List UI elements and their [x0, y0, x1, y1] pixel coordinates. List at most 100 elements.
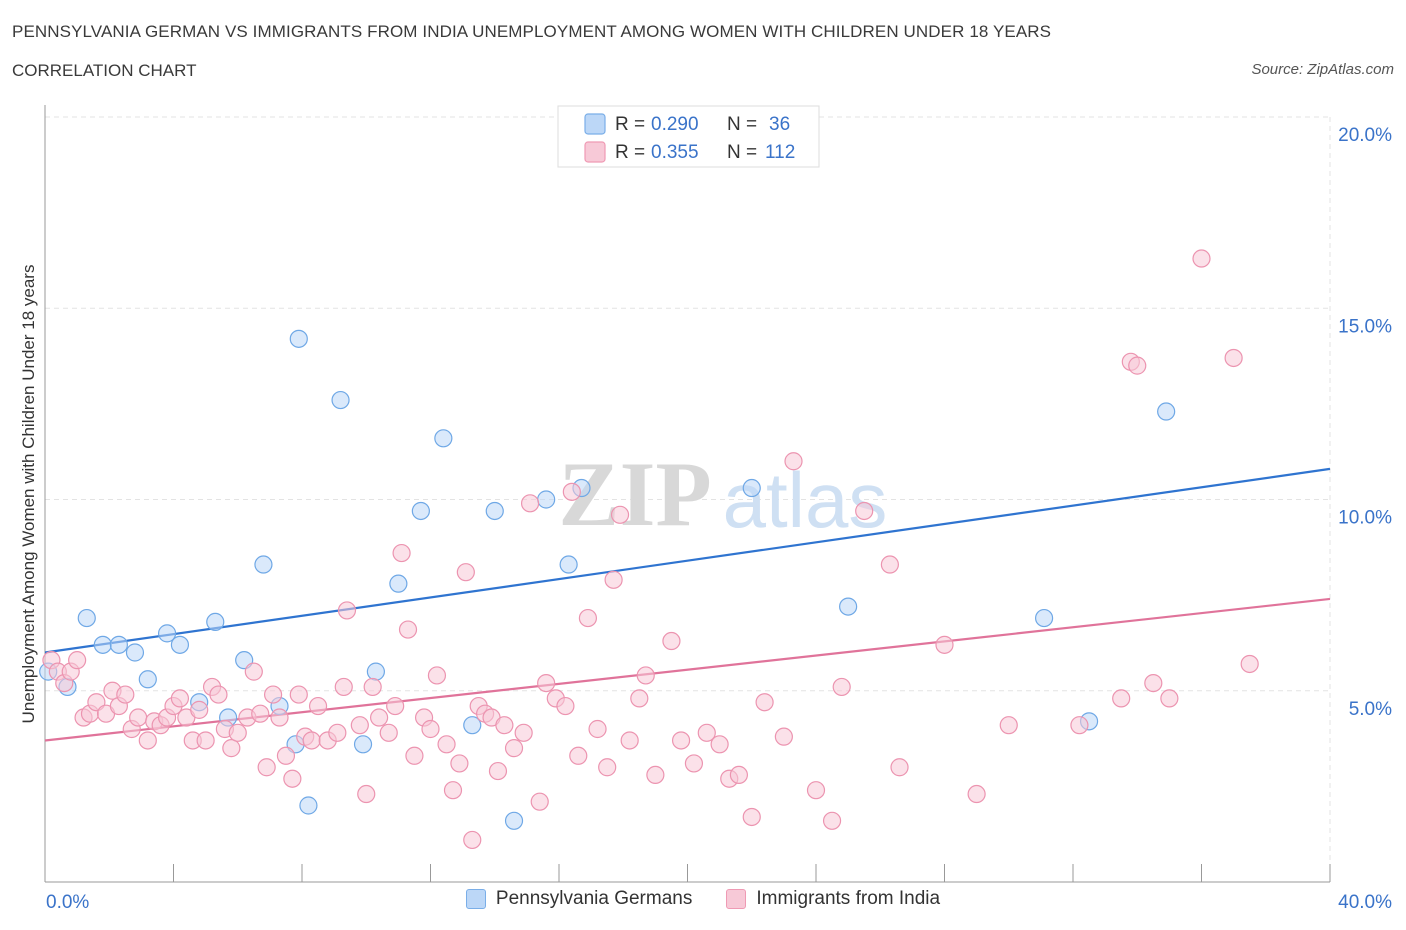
point-india [450, 754, 469, 773]
point-india [350, 716, 369, 735]
point-india [662, 631, 681, 651]
trend-line-pa-german [44, 467, 1331, 654]
y-tick-label: 5.0% [1349, 699, 1392, 720]
y-axis-label: Unemployment Among Women with Children U… [19, 265, 38, 724]
point-pa-german [485, 501, 504, 521]
point-india [427, 666, 447, 685]
point-india [337, 601, 357, 620]
point-pa-german [206, 612, 225, 632]
x-tick-label-min: 0.0% [46, 892, 89, 913]
chart-title: PENNSYLVANIA GERMAN VS IMMIGRANTS FROM I… [12, 22, 1052, 41]
point-pa-german [138, 670, 157, 689]
source-credit: Source: ZipAtlas.com [1251, 61, 1394, 78]
series-legend: Pennsylvania Germans Immigrants from Ind… [0, 888, 1406, 910]
legend-r-value-1: 0.290 [651, 114, 699, 135]
point-pa-german [289, 329, 308, 348]
point-india [357, 784, 376, 804]
point-india [1240, 654, 1259, 674]
point-pa-german [389, 574, 408, 593]
legend-n-value-1: 36 [769, 114, 790, 135]
point-india [520, 494, 540, 513]
point-pa-german [109, 635, 128, 654]
chart-subtitle: CORRELATION CHART [12, 61, 197, 80]
point-india [68, 651, 87, 670]
point-india [604, 570, 623, 589]
point-pa-german [299, 796, 318, 815]
point-pa-german [254, 555, 273, 574]
point-india [569, 746, 588, 765]
point-india [610, 505, 630, 524]
point-india [421, 719, 440, 739]
point-india [774, 727, 793, 746]
point-india [999, 716, 1018, 735]
point-india [514, 723, 533, 742]
point-india [244, 662, 263, 681]
legend-label-pa-german: Pennsylvania Germans [495, 888, 693, 909]
point-india [328, 723, 347, 742]
point-pa-german [366, 662, 385, 681]
legend-label-india: Immigrants from India [756, 888, 941, 909]
point-pa-german [1034, 608, 1054, 628]
point-india [742, 807, 761, 827]
point-pa-german [353, 735, 373, 754]
point-india [697, 723, 716, 742]
point-pa-german [1157, 402, 1176, 421]
y-tick-labels: 5.0% 10.0% 15.0% 20.0% [1338, 125, 1392, 720]
legend-r-value-2: 0.355 [651, 142, 699, 163]
point-india [456, 563, 475, 582]
point-india [671, 731, 691, 750]
point-india [263, 685, 283, 704]
point-india [1224, 348, 1243, 368]
point-pa-german [537, 490, 556, 509]
axes [44, 105, 1331, 883]
point-india [935, 635, 954, 654]
point-india [228, 723, 247, 742]
point-india [463, 830, 482, 850]
legend-swatch-pink [726, 889, 747, 909]
point-india [1070, 716, 1089, 735]
point-pa-german [170, 635, 190, 654]
point-india [283, 769, 302, 788]
data-points [39, 138, 1259, 850]
point-india [116, 685, 135, 704]
point-india [588, 719, 607, 739]
point-india [630, 689, 649, 708]
stats-legend: R = 0.290 N = 36 R = 0.355 N = 112 [557, 105, 820, 168]
point-india [488, 761, 508, 781]
point-india [276, 746, 296, 765]
point-india [437, 735, 456, 754]
point-india [222, 739, 241, 758]
y-tick-label: 15.0% [1338, 316, 1392, 337]
point-india [530, 792, 549, 811]
point-india [880, 555, 899, 574]
point-india [363, 677, 382, 697]
point-india [855, 501, 874, 521]
point-india [822, 811, 842, 830]
point-india [537, 673, 556, 693]
point-india [636, 666, 655, 685]
point-pa-german [742, 478, 761, 498]
point-india [890, 758, 909, 777]
point-india [257, 758, 276, 777]
legend-item-india: Immigrants from India [726, 888, 940, 910]
point-pa-german [504, 811, 524, 830]
legend-r-label-1: R = [615, 114, 645, 135]
point-pa-german [93, 635, 112, 654]
point-india [755, 693, 774, 712]
point-india [379, 723, 398, 742]
x-tick-labels: 0.0% 40.0% [46, 892, 1392, 913]
point-india [405, 746, 424, 765]
point-india [578, 608, 598, 628]
point-india [620, 731, 639, 750]
y-tick-label: 20.0% [1338, 125, 1392, 146]
legend-swatch-india [584, 141, 606, 163]
legend-item-pa-german: Pennsylvania Germans [465, 888, 693, 910]
legend-n-label-2: N = [727, 142, 757, 163]
point-india [684, 754, 704, 773]
watermark: ZIP atlas [558, 443, 887, 545]
point-india [370, 708, 389, 727]
point-india [334, 677, 353, 697]
point-india [729, 765, 749, 785]
point-india [495, 716, 514, 735]
point-india [270, 708, 289, 727]
